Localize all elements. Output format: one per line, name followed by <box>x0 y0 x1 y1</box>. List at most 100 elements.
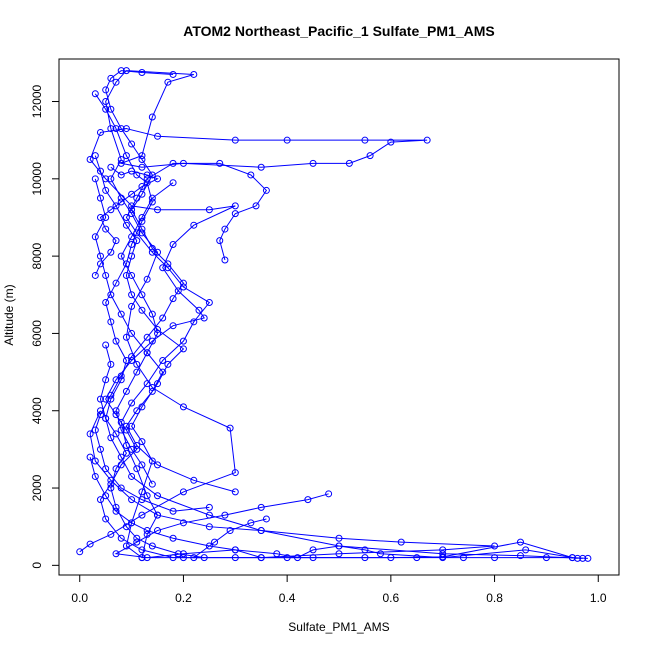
data-point <box>107 530 115 538</box>
data-point <box>122 152 130 160</box>
series-line <box>94 178 236 493</box>
y-tick-label: 12000 <box>30 85 44 119</box>
data-point <box>102 86 110 94</box>
data-point <box>522 546 530 554</box>
data-point <box>112 237 120 245</box>
data-point <box>102 376 110 384</box>
data-point <box>117 534 125 542</box>
series-line <box>94 166 159 276</box>
data-point <box>107 105 115 113</box>
data-point <box>96 167 104 175</box>
data-point <box>107 125 115 133</box>
data-point <box>128 353 136 361</box>
data-point <box>96 252 104 260</box>
data-point <box>107 484 115 492</box>
data-point <box>107 318 115 326</box>
data-point <box>117 159 125 167</box>
data-point <box>91 271 99 279</box>
data-point <box>361 546 369 554</box>
data-point <box>542 554 550 562</box>
data-point <box>231 488 239 496</box>
data-point <box>122 387 130 395</box>
data-point <box>112 503 120 511</box>
data-point <box>91 152 99 160</box>
data-point <box>107 476 115 484</box>
data-point <box>107 163 115 171</box>
data-point <box>107 291 115 299</box>
data-point <box>205 503 213 511</box>
data-point <box>205 542 213 550</box>
series-line <box>89 456 573 559</box>
data-point <box>91 426 99 434</box>
data-point <box>154 461 162 469</box>
data-point <box>128 302 136 310</box>
data-point <box>568 554 576 562</box>
data-point <box>262 186 270 194</box>
data-point <box>122 221 130 229</box>
data-point <box>122 213 130 221</box>
data-point <box>133 465 141 473</box>
data-point <box>200 314 208 322</box>
y-tick-label: 6000 <box>30 320 44 347</box>
data-point <box>143 554 151 562</box>
data-point <box>148 480 156 488</box>
data-point <box>138 291 146 299</box>
data-point <box>205 206 213 214</box>
data-point <box>128 445 136 453</box>
data-point <box>413 554 421 562</box>
data-point <box>283 136 291 144</box>
series-line <box>115 182 174 485</box>
data-point <box>491 542 499 550</box>
data-point <box>102 186 110 194</box>
y-tick-label: 4000 <box>30 397 44 424</box>
data-point <box>107 248 115 256</box>
data-point <box>304 496 312 504</box>
data-point <box>387 138 395 146</box>
data-point <box>91 457 99 465</box>
data-point <box>133 538 141 546</box>
data-point <box>516 552 524 560</box>
data-point <box>179 403 187 411</box>
x-tick-label: 0.6 <box>383 591 400 605</box>
data-point <box>117 155 125 163</box>
data-point <box>257 503 265 511</box>
data-point <box>128 241 136 249</box>
data-point <box>112 78 120 86</box>
data-point <box>574 554 582 562</box>
data-point <box>252 202 260 210</box>
data-point <box>128 271 136 279</box>
series-line <box>79 70 588 559</box>
data-point <box>148 113 156 121</box>
data-point <box>112 202 120 210</box>
data-point <box>231 546 239 554</box>
data-point <box>117 418 125 426</box>
data-point <box>138 69 146 77</box>
data-point <box>117 67 125 75</box>
data-point <box>102 299 110 307</box>
data-point <box>107 360 115 368</box>
data-point <box>283 554 291 562</box>
data-point <box>257 163 265 171</box>
data-point <box>154 380 162 388</box>
y-axis: 0 2000 4000 6000 8000 10000 12000 <box>30 85 60 569</box>
data-point <box>190 70 198 78</box>
data-point <box>309 159 317 167</box>
data-point <box>102 213 110 221</box>
data-point <box>459 554 467 562</box>
data-point <box>107 74 115 82</box>
data-point <box>397 538 405 546</box>
data-point <box>179 488 187 496</box>
data-point <box>154 206 162 214</box>
data-point <box>107 434 115 442</box>
data-point <box>247 171 255 179</box>
series-line <box>89 155 495 559</box>
data-point <box>195 306 203 314</box>
data-point <box>169 507 177 515</box>
y-tick-label: 2000 <box>30 474 44 501</box>
data-point <box>138 554 146 562</box>
data-point <box>159 264 167 272</box>
data-point <box>112 125 120 133</box>
data-point <box>169 534 177 542</box>
data-point <box>376 550 384 558</box>
